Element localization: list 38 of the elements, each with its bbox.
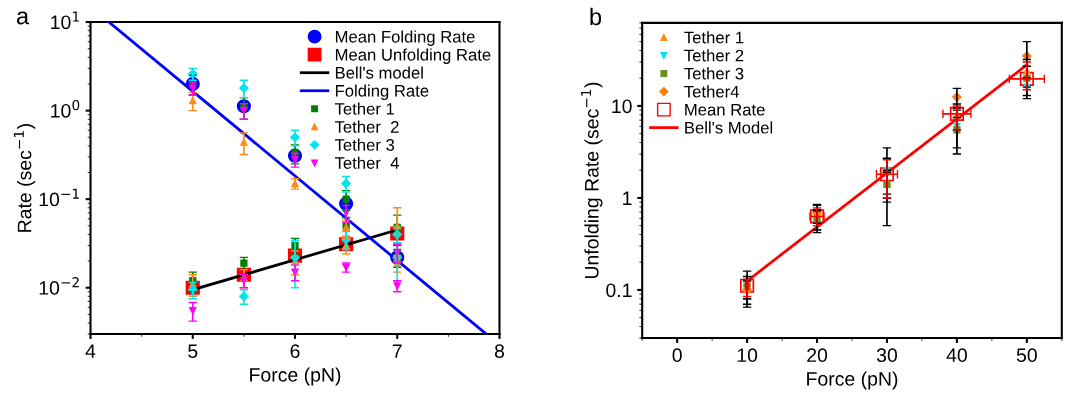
legend-label: Folding Rate	[335, 84, 429, 101]
y-tick-label: 10$^{−2}$	[39, 277, 79, 295]
y-tick-label: 10$^{0}$	[51, 99, 80, 118]
x-axis-title: Force (pN)	[807, 371, 898, 390]
text: b	[590, 7, 602, 26]
y-axis-title: Unfolding Rate (sec$^{−1}$)	[581, 82, 603, 279]
x-tick-label: 7	[392, 344, 402, 358]
legend-label: Mean Unfolding Rate	[335, 48, 491, 64]
y-tick-label: 10	[612, 99, 632, 114]
y-tick-label: 10$^{−1}$	[39, 188, 79, 207]
legend-label: Tether 2	[334, 120, 399, 133]
x-tick-label: 0	[672, 348, 682, 363]
legend-label: Bell's model	[335, 66, 423, 79]
x-tick-label: 5	[188, 344, 198, 359]
y-axis-title: Rate (sec$^{−1}$)	[13, 124, 36, 232]
legend-label: Tether 3	[684, 67, 744, 80]
x-tick-label: 4	[85, 344, 96, 358]
x-tick-label: 10	[737, 348, 758, 363]
legend-label: Tether4	[684, 85, 739, 98]
legend-label: Mean Rate	[685, 103, 765, 116]
y-tick-label: 1	[623, 191, 632, 205]
x-tick-label: 40	[946, 348, 967, 363]
y-tick-label: 10$^{1}$	[51, 11, 79, 30]
legend-label: Mean Folding Rate	[335, 30, 475, 46]
legend-label: Tether 4	[334, 156, 399, 169]
x-tick-label: 50	[1016, 348, 1037, 363]
legend-label: Bell's Model	[685, 121, 773, 134]
x-tick-label: 6	[290, 344, 300, 359]
x-tick-label: 20	[807, 348, 828, 363]
x-tick-label: 30	[876, 348, 898, 363]
y-tick-label: 0.1	[606, 283, 632, 298]
x-tick-label: 8	[494, 344, 505, 359]
legend-label: Tether 3	[334, 138, 395, 151]
x-axis-title: Force (pN)	[250, 367, 341, 386]
legend-label: Tether 1	[334, 102, 394, 115]
legend-label: Tether 1	[684, 31, 744, 44]
text: a	[16, 11, 30, 25]
legend-label: Tether 2	[684, 49, 744, 62]
